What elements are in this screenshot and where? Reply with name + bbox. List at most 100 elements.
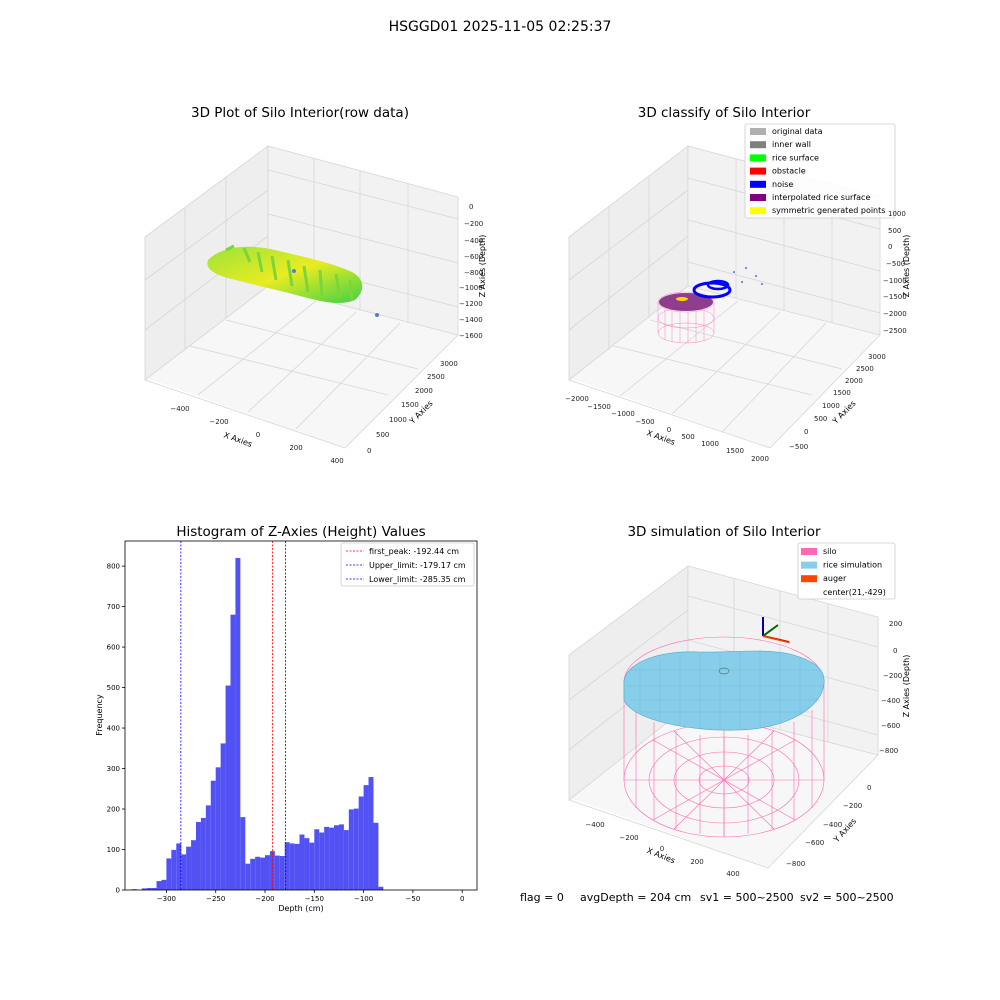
classify-y-tick-6: 2500: [856, 365, 874, 373]
chart-title-raw: 3D Plot of Silo Interior(row data): [191, 105, 409, 121]
histogram-x-tick-label: −250: [206, 895, 225, 903]
histogram-bar: [245, 863, 251, 890]
classify-legend-swatch-3: [750, 167, 766, 175]
histogram-bar: [250, 858, 256, 890]
histogram-bar: [220, 743, 226, 890]
histogram-bar: [156, 881, 162, 890]
raw-x-tick-1: −200: [209, 418, 228, 426]
simulation-y-tick-0: 0: [867, 784, 871, 792]
simulation-y-tick-2: −400: [823, 821, 842, 829]
histogram-legend-upper-limit: Upper_limit: -179.17 cm: [369, 561, 466, 570]
histogram-bar: [176, 843, 182, 890]
histogram-x-label: Depth (cm): [278, 904, 323, 913]
histogram-bar: [200, 817, 206, 890]
raw-y-tick-3: 1500: [401, 401, 419, 409]
histogram-bar: [294, 843, 300, 890]
classify-z-tick-2: 0: [888, 243, 892, 251]
histogram-x-tick-label: 0: [460, 895, 464, 903]
classify-legend-swatch-4: [750, 180, 766, 188]
classify-z-tick-5: −1500: [883, 293, 907, 301]
raw-y-tick-0: 0: [367, 447, 371, 455]
raw-z-tick-7: −1400: [459, 316, 483, 324]
figure-title: HSGGD01 2025-11-05 02:25:37: [389, 19, 612, 35]
histogram-bar: [186, 846, 192, 890]
classify-legend-label-1: inner wall: [772, 140, 811, 149]
simulation-z-tick-4: −600: [881, 722, 900, 730]
classify-x-tick-8: 2000: [751, 455, 769, 463]
panel-raw-data: 3D Plot of Silo Interior(row data): [144, 105, 487, 465]
classify-z-tick-7: −2500: [883, 327, 907, 335]
chart-title-simulation: 3D simulation of Silo Interior: [627, 524, 821, 540]
simulation-legend-label-1: rice simulation: [823, 561, 882, 570]
histogram-bar: [358, 796, 364, 890]
raw-y-tick-4: 2000: [415, 387, 433, 395]
histogram-bar: [329, 827, 335, 890]
histogram-bar: [146, 887, 152, 890]
simulation-legend: [797, 542, 896, 600]
simulation-legend-swatch-1: [801, 561, 817, 569]
histogram-bar: [279, 855, 285, 890]
histogram-bar: [368, 777, 374, 890]
classify-legend-label-3: obstacle: [772, 167, 806, 176]
classify-z-tick-3: −500: [886, 260, 905, 268]
histogram-y-tick-label: 600: [107, 644, 120, 652]
histogram-frame: [124, 540, 478, 891]
simulation-z-tick-1: 0: [893, 647, 897, 655]
raw-y-tick-1: 500: [376, 431, 389, 439]
simulation-legend-label-0: silo: [823, 547, 837, 556]
classify-y-tick-2: 500: [814, 415, 827, 423]
footer-sv1: sv1 = 500~2500: [700, 891, 794, 904]
simulation-z-tick-3: −400: [881, 697, 900, 705]
histogram-bar: [284, 842, 290, 890]
simulation-y-tick-1: −200: [843, 802, 862, 810]
histogram-plot-area: −300 −250 −200 −150 −100 −50 0 0 100 200 300 400 500…: [107, 540, 478, 903]
histogram-bar: [299, 834, 305, 890]
simulation-y-tick-4: −800: [786, 860, 805, 868]
classify-x-label: X Axies: [645, 428, 676, 447]
histogram-bar: [205, 805, 211, 890]
histogram-background: [125, 541, 477, 890]
classify-z-tick-0: 1000: [888, 210, 906, 218]
classify-legend-label-4: noise: [772, 180, 793, 189]
raw-z-label: Z Axies (Depth): [478, 235, 487, 298]
classify-x-tick-7: 1500: [726, 447, 744, 455]
simulation-x-tick-3: 200: [690, 858, 703, 866]
histogram-bar: [373, 822, 379, 890]
histogram-bar: [319, 832, 325, 890]
classify-x-tick-5: 500: [681, 433, 694, 441]
auger-axes: [762, 617, 791, 644]
histogram-bar: [353, 808, 359, 890]
simulation-z-label: Z Axies (Depth): [902, 655, 911, 718]
center-marker: [718, 667, 730, 675]
raw-y-tick-5: 2500: [427, 373, 445, 381]
histogram-bar: [195, 821, 201, 890]
simulation-z-tick-2: −200: [883, 672, 902, 680]
histogram-bar: [161, 879, 167, 890]
simulation-z-tick-5: −800: [879, 747, 898, 755]
histogram-x-tick-label: −200: [255, 895, 274, 903]
histogram-y-tick-label: 200: [107, 806, 120, 814]
raw-x-tick-2: 0: [256, 431, 260, 439]
panel-classify: 3D classify of Silo Interior: [565, 105, 911, 463]
footer-flag: flag = 0: [520, 891, 564, 904]
classify-legend-swatch-2: [750, 154, 766, 162]
classify-legend-label-6: symmetric generated points: [772, 206, 885, 215]
histogram-bar: [166, 858, 172, 890]
chart-title-histogram: Histogram of Z-Axies (Height) Values: [176, 524, 425, 540]
classify-y-tick-5: 2000: [845, 377, 863, 385]
histogram-bar: [274, 855, 280, 890]
raw-y-tick-6: 3000: [440, 360, 458, 368]
histogram-bar: [181, 854, 187, 890]
histogram-y-tick-label: 100: [107, 846, 120, 854]
histogram-x-tick-label: −50: [406, 895, 421, 903]
classify-legend-swatch-0: [750, 128, 766, 135]
histogram-bar: [230, 614, 236, 890]
histogram-bar: [240, 817, 246, 890]
raw-y-tick-2: 1000: [389, 416, 407, 424]
classify-legend-swatch-6: [750, 207, 766, 215]
histogram-bar: [309, 842, 315, 890]
histogram-bar: [338, 824, 344, 890]
histogram-bar: [191, 840, 196, 890]
histogram-bar: [235, 558, 241, 890]
classify-z-tick-6: −2000: [883, 310, 907, 318]
